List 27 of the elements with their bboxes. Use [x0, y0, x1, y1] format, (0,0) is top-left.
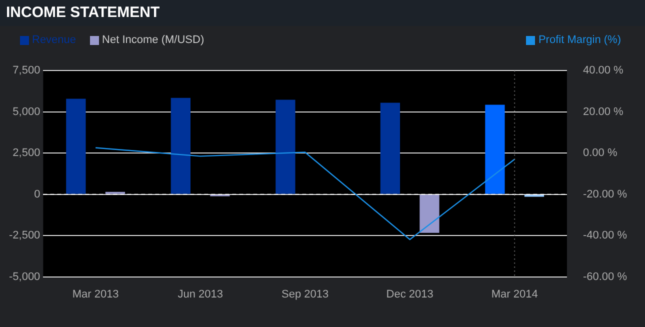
y-tick-label: 5,000	[12, 106, 40, 118]
y-tick-label: -2,500	[8, 230, 40, 242]
y2-tick-label: -20.00 %	[582, 188, 628, 200]
y2-tick-label: -40.00 %	[582, 230, 628, 242]
bar	[420, 194, 440, 233]
x-tick-label: Mar 2013	[72, 288, 119, 300]
y2-tick-label: -60.00 %	[582, 270, 628, 283]
y-tick-label: -5,000	[8, 270, 40, 283]
legend-label: Profit Margin (%)	[538, 34, 621, 46]
bar	[66, 98, 86, 194]
y2-tick-label: 20.00 %	[582, 106, 624, 118]
x-tick-label: Sep 2013	[282, 288, 329, 300]
x-tick-label: Jun 2013	[178, 288, 223, 300]
chart-title: INCOME STATEMENT	[0, 0, 645, 26]
y2-tick-label: 0.00 %	[582, 147, 618, 160]
bar	[276, 100, 296, 194]
x-tick-label: Mar 2014	[491, 288, 538, 300]
bar	[380, 102, 400, 194]
x-tick-label: Dec 2013	[386, 288, 434, 300]
bar	[170, 98, 191, 194]
bar	[485, 104, 505, 194]
legend-label: Revenue	[32, 34, 76, 46]
y2-tick-label: 40.00 %	[582, 64, 624, 77]
y-tick-label: 0	[34, 188, 40, 200]
legend-label: Net Income (M/USD)	[102, 34, 204, 46]
y-tick-label: 7,500	[12, 64, 40, 77]
y-tick-label: 2,500	[12, 147, 40, 160]
